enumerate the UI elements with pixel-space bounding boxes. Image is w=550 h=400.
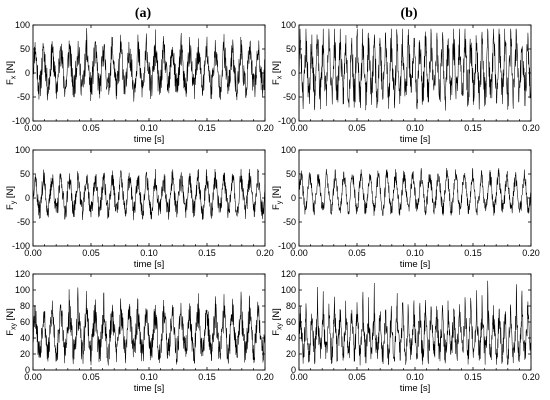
y-label-unit: [N] [5,308,16,323]
y-axis-label: Fy [N] [271,186,284,210]
y-label-unit: [N] [271,186,282,201]
y-tick-label: -100 [278,241,296,251]
panels: 0.00 0.05 0.10 0.15 0.20 -100 -50 0 50 100 time [s… [5,20,540,394]
y-tick-label: 0 [25,193,30,203]
y-tick-label: -50 [17,92,30,102]
y-tick-label: 100 [15,285,30,295]
x-tick-label: 0.05 [82,248,100,258]
y-tick-label: 0 [25,365,30,375]
y-tick-label: 100 [281,145,296,155]
signal-trace [33,169,265,220]
panel-a-fx: 0.00 0.05 0.10 0.15 0.20 -100 -50 0 50 100 time [s… [5,20,274,145]
panel-a-fxy: 0.00 0.05 0.10 0.15 0.20 0 20 40 60 80 100 120 time … [5,269,274,394]
y-label-unit: [N] [5,61,16,76]
y-tick-label: 80 [286,301,296,311]
y-tick-label: 50 [20,44,30,54]
y-tick-label: 100 [15,145,30,155]
y-tick-label: 120 [15,269,30,279]
x-tick-label: 0.05 [348,248,366,258]
y-tick-label: 60 [286,317,296,327]
y-tick-label: -50 [283,92,296,102]
y-tick-label: 100 [281,285,296,295]
x-tick-label: 0.20 [522,372,540,382]
y-tick-label: 100 [281,20,296,30]
x-tick-label: 0.05 [82,123,100,133]
x-tick-label: 0.10 [140,372,158,382]
y-axis-label: Fx [N] [271,61,284,85]
plot-frame [299,25,531,121]
x-tick-label: 0.15 [464,248,482,258]
y-tick-label: -100 [278,116,296,126]
y-tick-label: 50 [286,169,296,179]
x-tick-label: 0.15 [198,248,216,258]
x-tick-label: 0.20 [256,123,274,133]
x-tick-label: 0.20 [256,248,274,258]
y-tick-label: 0 [25,68,30,78]
y-label-unit: [N] [271,61,282,76]
x-tick-label: 0.10 [140,123,158,133]
x-axis-label: time [s] [400,259,431,270]
x-tick-label: 0.20 [522,248,540,258]
x-tick-label: 0.05 [82,372,100,382]
plot-frame [33,274,265,370]
y-tick-label: 0 [291,365,296,375]
x-tick-label: 0.20 [256,372,274,382]
x-tick-label: 0.15 [198,123,216,133]
x-tick-label: 0.20 [522,123,540,133]
y-tick-label: 50 [286,44,296,54]
panel-b-fx: 0.00 0.05 0.10 0.15 0.20 -100 -50 0 50 100 time [s… [271,20,540,145]
y-tick-label: 0 [291,68,296,78]
x-tick-label: 0.10 [406,248,424,258]
x-tick-label: 0.15 [464,372,482,382]
x-axis-label: time [s] [400,134,431,145]
y-tick-label: 20 [20,349,30,359]
y-tick-label: -50 [17,217,30,227]
x-tick-label: 0.10 [406,372,424,382]
y-tick-label: 120 [281,269,296,279]
y-axis-label: Fxy [N] [271,308,284,336]
y-tick-label: 100 [15,20,30,30]
signal-trace [299,168,531,215]
x-tick-label: 0.15 [464,123,482,133]
signal-trace [33,288,265,366]
y-axis-label: Fy [N] [5,186,18,210]
panel-a-fy: 0.00 0.05 0.10 0.15 0.20 -100 -50 0 50 100 time [s… [5,145,274,270]
x-tick-label: 0.05 [348,123,366,133]
x-axis-label: time [s] [400,383,431,394]
x-tick-label: 0.10 [406,123,424,133]
y-label-unit: [N] [5,186,16,201]
y-tick-label: -100 [12,116,30,126]
y-axis-label: Fx [N] [5,61,18,85]
y-tick-label: -100 [12,241,30,251]
x-axis-label: time [s] [134,383,165,394]
signal-trace [33,28,265,101]
y-tick-label: 40 [286,333,296,343]
column-title-b: (b) [400,6,417,21]
y-axis-label: Fxy [N] [5,308,18,336]
y-tick-label: 50 [20,169,30,179]
x-tick-label: 0.15 [198,372,216,382]
x-axis-label: time [s] [134,134,165,145]
y-tick-label: 40 [20,333,30,343]
y-tick-label: 0 [291,193,296,203]
y-tick-label: 20 [286,349,296,359]
x-axis-label: time [s] [134,259,165,270]
x-tick-label: 0.05 [348,372,366,382]
y-label-unit: [N] [271,308,282,323]
panel-b-fy: 0.00 0.05 0.10 0.15 0.20 -100 -50 0 50 100 time [s… [271,145,540,270]
y-tick-label: 80 [20,301,30,311]
signal-trace [299,29,531,111]
x-tick-label: 0.10 [140,248,158,258]
column-title-a: (a) [135,6,152,21]
signal-trace [299,281,531,365]
y-tick-label: -50 [283,217,296,227]
y-tick-label: 60 [20,317,30,327]
panel-b-fxy: 0.00 0.05 0.10 0.15 0.20 0 20 40 60 80 100 120 time … [271,269,540,394]
